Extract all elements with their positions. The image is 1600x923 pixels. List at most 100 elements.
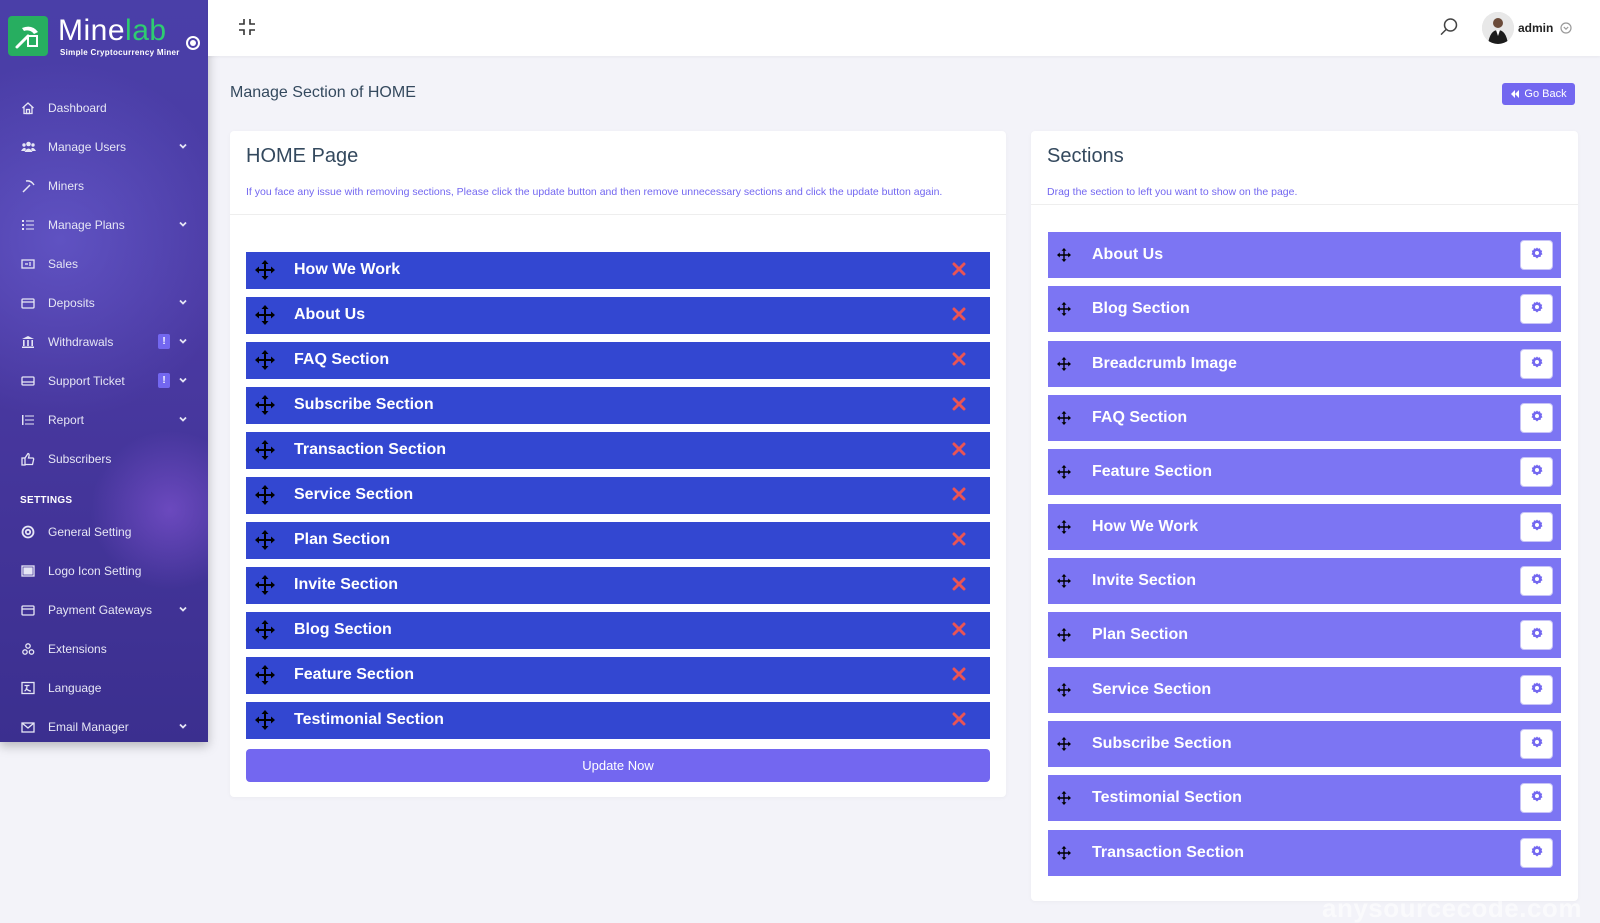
remove-icon[interactable] (952, 622, 966, 641)
available-section-transaction-section[interactable]: Transaction Section (1048, 829, 1561, 876)
sidebar-item-withdrawals[interactable]: Withdrawals! (0, 322, 208, 361)
sidebar-item-miners[interactable]: Miners (0, 166, 208, 205)
remove-icon[interactable] (952, 442, 966, 461)
drag-handle-icon[interactable] (255, 485, 275, 510)
drag-handle-icon[interactable] (1057, 465, 1071, 484)
settings-button[interactable] (1520, 348, 1553, 379)
settings-button[interactable] (1520, 729, 1553, 760)
settings-button[interactable] (1520, 620, 1553, 651)
home-section-about-us[interactable]: About Us (246, 297, 990, 334)
drag-handle-icon[interactable] (255, 665, 275, 690)
section-label: Testimonial Section (294, 711, 444, 728)
sidebar-item-subscribers[interactable]: Subscribers (0, 439, 208, 478)
home-section-how-we-work[interactable]: How We Work (246, 252, 990, 289)
brand-logo[interactable]: Minelab Simple Cryptocurrency Miner (8, 14, 204, 60)
available-section-service-section[interactable]: Service Section (1048, 666, 1561, 713)
home-section-plan-section[interactable]: Plan Section (246, 522, 990, 559)
home-section-feature-section[interactable]: Feature Section (246, 657, 990, 694)
drag-handle-icon[interactable] (255, 260, 275, 285)
settings-button[interactable] (1520, 783, 1553, 814)
drag-handle-icon[interactable] (1057, 248, 1071, 267)
go-back-button[interactable]: Go Back (1502, 83, 1575, 105)
update-now-button[interactable]: Update Now (246, 749, 990, 782)
settings-button[interactable] (1520, 240, 1553, 270)
chevron-down-icon (178, 374, 190, 386)
settings-button[interactable] (1520, 674, 1553, 705)
drag-handle-icon[interactable] (1057, 791, 1071, 810)
available-section-breadcrumb-image[interactable]: Breadcrumb Image (1048, 340, 1561, 387)
drag-handle-icon[interactable] (1057, 682, 1071, 702)
drag-handle-icon[interactable] (255, 305, 275, 330)
home-section-faq-section[interactable]: FAQ Section (246, 342, 990, 379)
chevron-down-icon[interactable] (1560, 21, 1572, 39)
sidebar-item-deposits[interactable]: Deposits (0, 283, 208, 322)
home-section-service-section[interactable]: Service Section (246, 477, 990, 514)
drag-handle-icon[interactable] (255, 530, 275, 555)
sidebar-item-payment-gateways[interactable]: Payment Gateways (0, 590, 208, 629)
user-name[interactable]: admin (1518, 21, 1554, 35)
sidebar-item-email-manager[interactable]: Email Manager (0, 707, 208, 742)
remove-icon[interactable] (952, 352, 966, 371)
gear-icon (1531, 518, 1543, 536)
available-section-faq-section[interactable]: FAQ Section (1048, 395, 1561, 442)
remove-icon[interactable] (952, 397, 966, 416)
available-section-blog-section[interactable]: Blog Section (1048, 286, 1561, 333)
drag-handle-icon[interactable] (1057, 519, 1071, 539)
available-section-feature-section[interactable]: Feature Section (1048, 449, 1561, 496)
sidebar-item-dashboard[interactable]: Dashboard (0, 88, 208, 127)
available-section-subscribe-section[interactable]: Subscribe Section (1048, 721, 1561, 768)
avatar[interactable] (1482, 12, 1514, 44)
home-section-blog-section[interactable]: Blog Section (246, 612, 990, 649)
drag-handle-icon[interactable] (255, 440, 275, 465)
drag-handle-icon[interactable] (255, 710, 275, 735)
remove-icon[interactable] (952, 577, 966, 596)
sidebar-item-manage-plans[interactable]: Manage Plans (0, 205, 208, 244)
sidebar-item-language[interactable]: Language (0, 668, 208, 707)
remove-icon[interactable] (952, 487, 966, 506)
available-section-invite-section[interactable]: Invite Section (1048, 558, 1561, 605)
search-icon[interactable] (1439, 17, 1459, 42)
settings-button[interactable] (1520, 566, 1553, 597)
available-section-how-we-work[interactable]: How We Work (1048, 503, 1561, 550)
drag-handle-icon[interactable] (1057, 574, 1071, 593)
settings-button[interactable] (1520, 457, 1553, 488)
drag-handle-icon[interactable] (255, 395, 275, 420)
sidebar-item-report[interactable]: Report (0, 400, 208, 439)
remove-icon[interactable] (952, 532, 966, 551)
home-section-testimonial-section[interactable]: Testimonial Section (246, 702, 990, 739)
home-section-transaction-section[interactable]: Transaction Section (246, 432, 990, 469)
drag-handle-icon[interactable] (1057, 356, 1071, 376)
drag-handle-icon[interactable] (1057, 302, 1071, 321)
sidebar-item-manage-users[interactable]: Manage Users (0, 127, 208, 166)
settings-button[interactable] (1520, 403, 1553, 434)
available-section-testimonial-section[interactable]: Testimonial Section (1048, 775, 1561, 822)
available-sections-list[interactable]: About Us Blog Section Breadcrumb Image FAQ … (1048, 232, 1561, 884)
sidebar-toggle-icon[interactable] (186, 36, 200, 50)
sidebar-item-general-setting[interactable]: General Setting (0, 512, 208, 551)
sidebar-item-extensions[interactable]: Extensions (0, 629, 208, 668)
sidebar-item-support-ticket[interactable]: Support Ticket! (0, 361, 208, 400)
settings-button[interactable] (1520, 511, 1553, 542)
fullscreen-collapse-icon[interactable] (238, 18, 256, 41)
sidebar-item-logo-icon-setting[interactable]: Logo Icon Setting (0, 551, 208, 590)
available-section-about-us[interactable]: About Us (1048, 232, 1561, 278)
drag-handle-icon[interactable] (255, 620, 275, 645)
settings-button[interactable] (1520, 294, 1553, 325)
drag-handle-icon[interactable] (255, 575, 275, 600)
available-section-plan-section[interactable]: Plan Section (1048, 612, 1561, 659)
home-section-invite-section[interactable]: Invite Section (246, 567, 990, 604)
drag-handle-icon[interactable] (1057, 628, 1071, 647)
drag-handle-icon[interactable] (1057, 737, 1071, 756)
home-section-subscribe-section[interactable]: Subscribe Section (246, 387, 990, 424)
home-sections-list[interactable]: How We Work About Us FAQ Section Subscribe … (246, 252, 990, 747)
settings-button[interactable] (1520, 837, 1553, 868)
drag-handle-icon[interactable] (255, 350, 275, 375)
remove-icon[interactable] (952, 262, 966, 281)
drag-handle-icon[interactable] (1057, 845, 1071, 865)
chevron-down-icon (178, 296, 190, 308)
remove-icon[interactable] (952, 712, 966, 731)
remove-icon[interactable] (952, 307, 966, 326)
sidebar-item-sales[interactable]: Sales (0, 244, 208, 283)
remove-icon[interactable] (952, 667, 966, 686)
drag-handle-icon[interactable] (1057, 411, 1071, 430)
